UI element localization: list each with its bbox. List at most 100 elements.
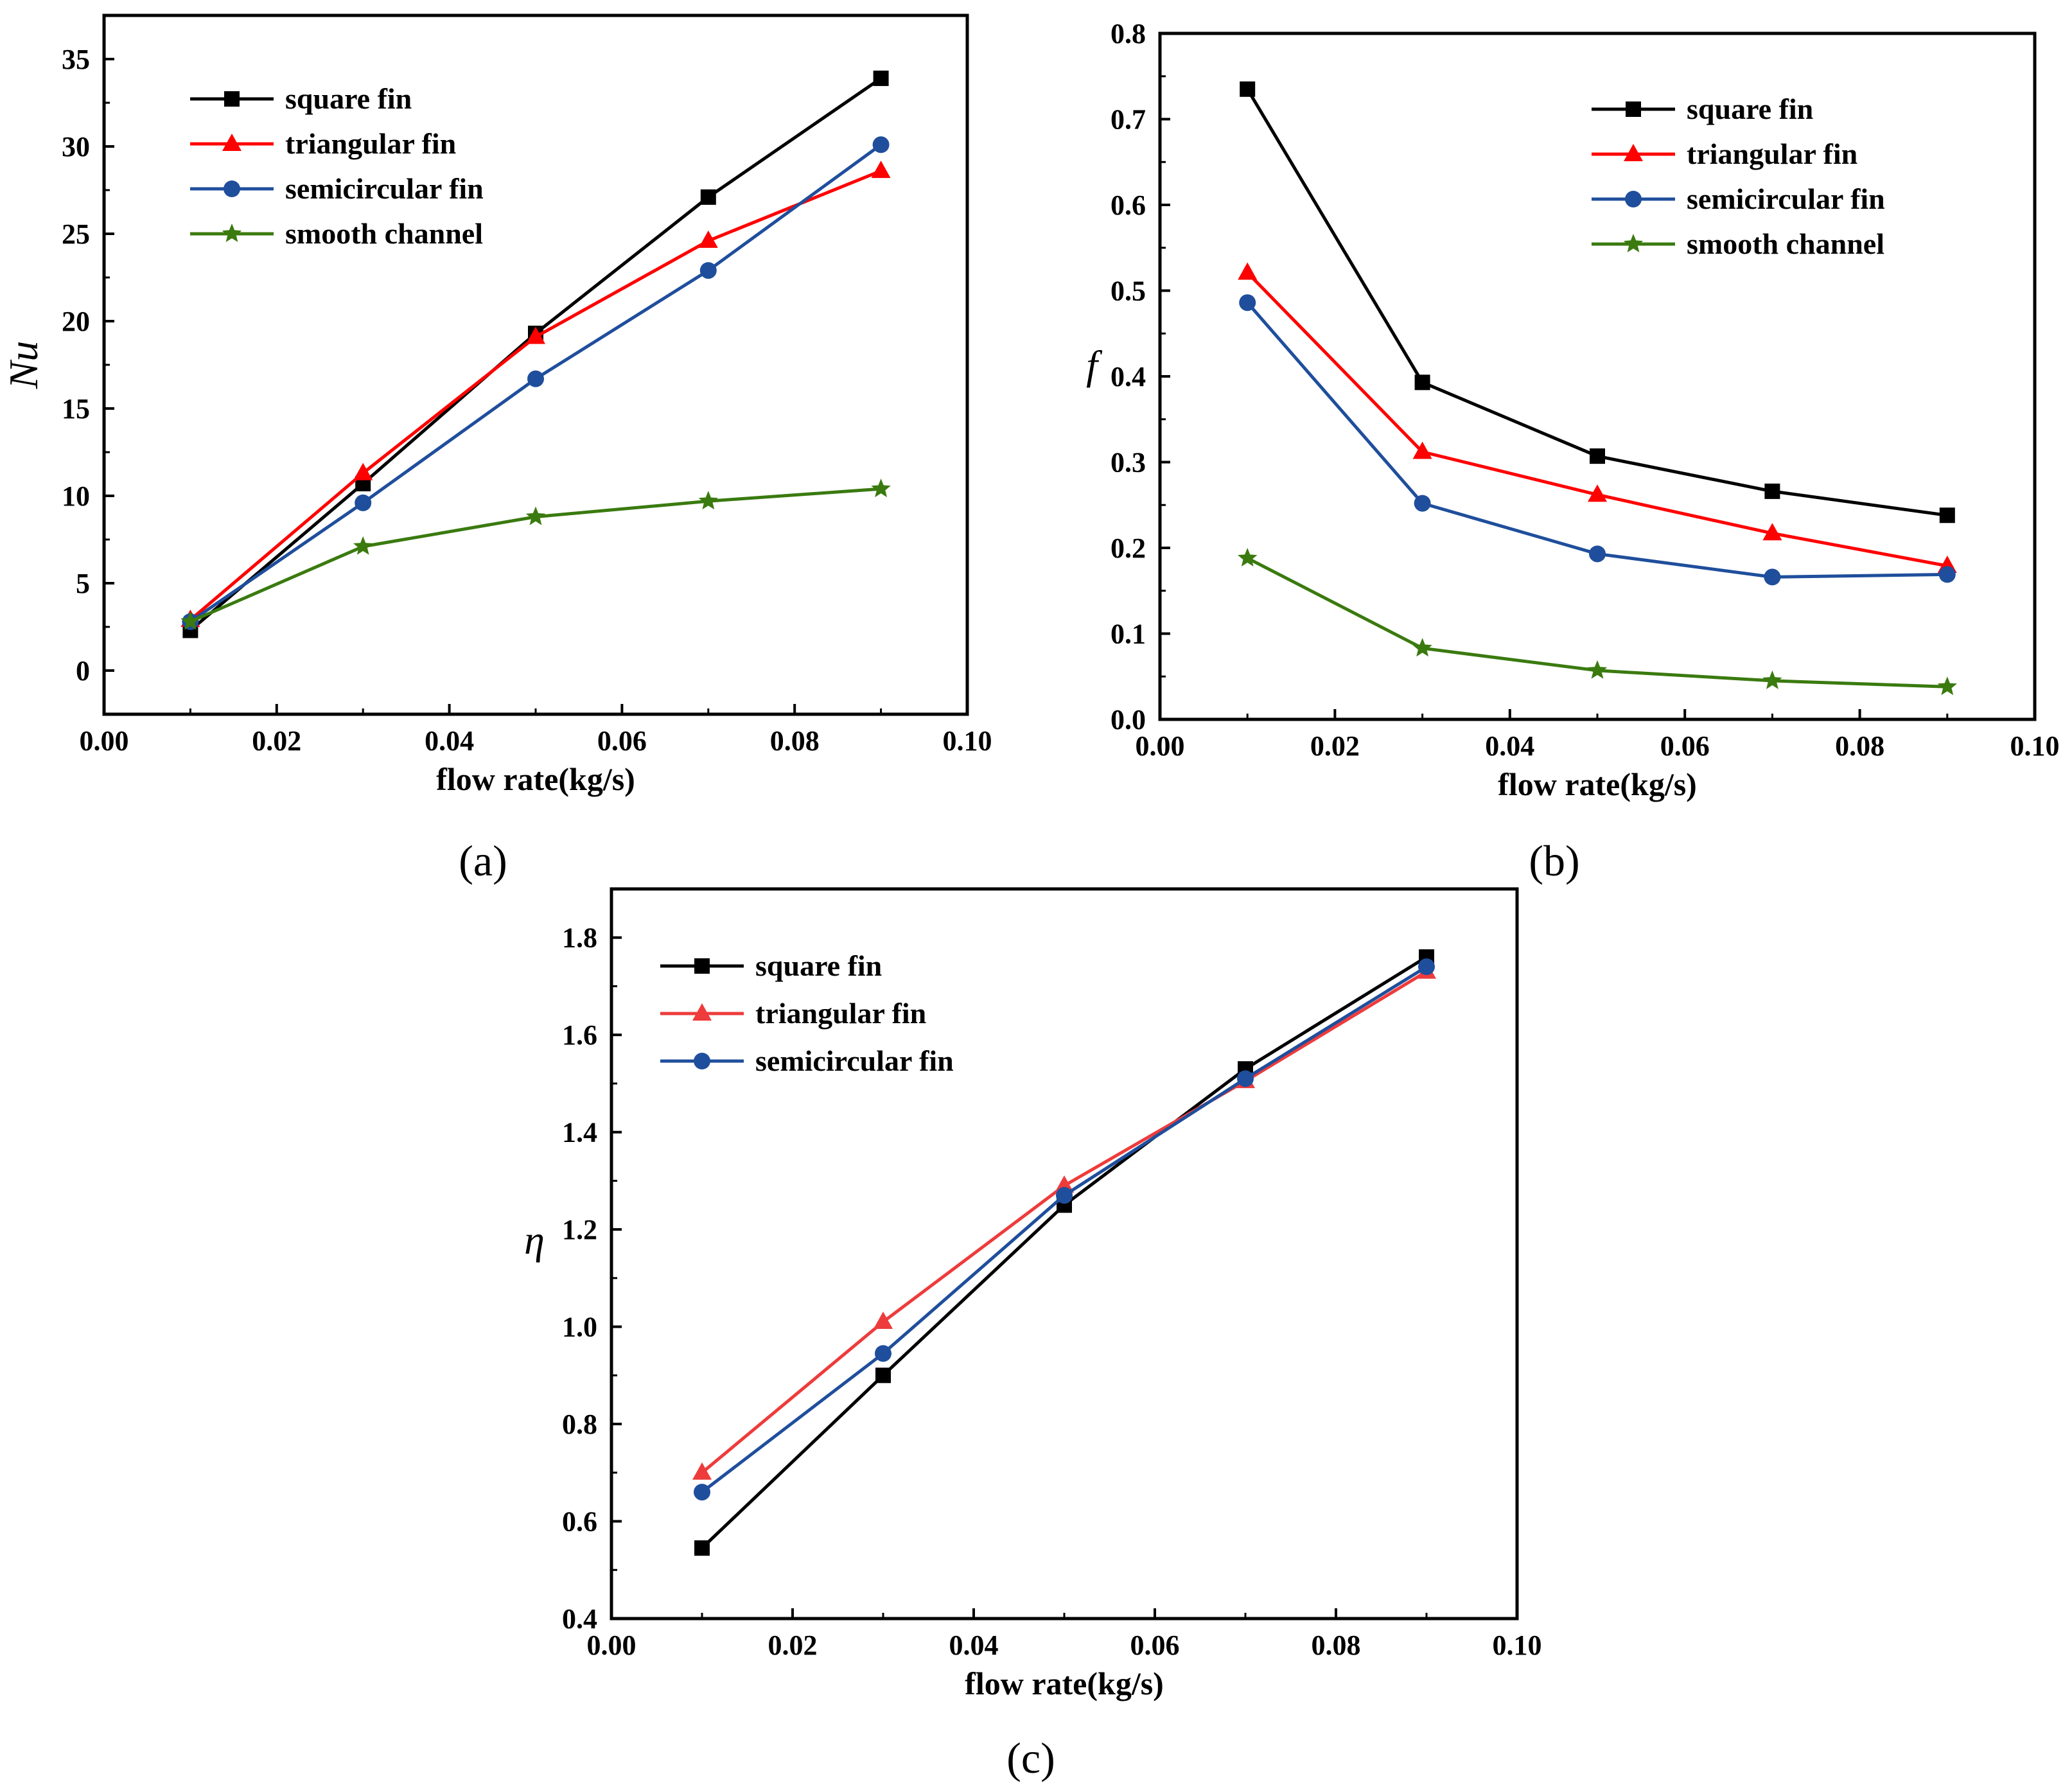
x-tick-label: 0.04: [949, 1629, 999, 1661]
legend-marker: [692, 1003, 712, 1021]
legend-marker: [1626, 101, 1641, 117]
y-tick-label: 5: [76, 568, 90, 599]
x-tick-label: 0.04: [425, 725, 474, 757]
panel-label: (c): [1006, 1734, 1055, 1782]
series-square-fin: [694, 949, 1434, 1556]
legend-item: triangular fin: [660, 997, 926, 1030]
data-point: [353, 462, 373, 480]
legend-label: semicircular fin: [285, 172, 484, 205]
legend-item: smooth channel: [1592, 227, 1884, 260]
x-tick-label: 0.00: [1136, 730, 1185, 762]
x-axis-title: flow rate(kg/s): [965, 1665, 1164, 1701]
x-tick-label: 0.10: [2010, 730, 2060, 762]
data-point: [700, 189, 716, 205]
plot-frame: [1158, 31, 2037, 721]
data-point: [1939, 507, 1955, 523]
data-point: [1240, 81, 1256, 97]
y-tick-label: 1.2: [562, 1214, 597, 1245]
y-tick-label: 0.5: [1111, 276, 1146, 307]
series-semicircular-fin: [1239, 294, 1956, 586]
legend-marker: [224, 91, 240, 107]
panel-label: (a): [459, 836, 507, 885]
legend-item: semicircular fin: [660, 1044, 954, 1077]
y-tick-label: 0.2: [1111, 532, 1146, 564]
legend-marker: [222, 134, 241, 151]
data-point: [1238, 262, 1258, 280]
data-point: [1762, 523, 1782, 541]
y-tick-label: 0.4: [562, 1603, 597, 1635]
data-point: [1414, 495, 1431, 512]
x-tick-label: 0.00: [587, 1629, 637, 1661]
x-tick-label: 0.10: [943, 725, 992, 757]
series-line: [189, 76, 882, 632]
y-axis-title: Nu: [1, 341, 46, 390]
legend-item: square fin: [1592, 92, 1813, 125]
x-tick-label: 0.02: [768, 1629, 818, 1661]
legend-marker: [1625, 191, 1642, 207]
y-tick-label: 0.0: [1111, 704, 1146, 735]
series-smooth-channel: [180, 479, 891, 630]
x-axis: 0.00 0.02 0.04 0.06 0.08 0.10 flow rate(kg/s): [587, 1608, 1542, 1701]
data-point: [1937, 676, 1957, 696]
x-tick-label: 0.06: [597, 725, 647, 757]
y-tick-label: 1.0: [562, 1312, 597, 1343]
y-tick-label: 35: [62, 44, 90, 75]
data-point: [1764, 568, 1781, 586]
legend-label: square fin: [285, 82, 412, 115]
y-tick-label: 0.1: [1111, 619, 1146, 650]
legend-label: triangular fin: [1687, 137, 1857, 170]
data-point: [1414, 374, 1430, 391]
series-square-fin: [1240, 81, 1955, 523]
y-tick-label: 0.6: [562, 1506, 597, 1538]
legend-marker: [222, 224, 242, 242]
data-point: [873, 70, 889, 86]
data-point: [1589, 545, 1606, 563]
legend-label: smooth channel: [285, 217, 483, 250]
y-tick-label: 15: [62, 393, 90, 425]
data-point: [1418, 958, 1435, 976]
x-axis: 0.00 0.02 0.04 0.06 0.08 0.10 flow rate(kg/s): [1136, 709, 2060, 802]
y-tick-label: 10: [62, 480, 90, 512]
data-point: [871, 161, 891, 179]
data-point: [699, 262, 717, 279]
x-tick-label: 0.02: [252, 725, 301, 757]
legend-item: square fin: [190, 82, 412, 115]
x-tick-label: 0.06: [1660, 730, 1710, 762]
data-point: [525, 506, 546, 525]
y-tick-label: 1.4: [562, 1117, 597, 1148]
data-point: [694, 1540, 710, 1556]
y-tick-label: 0.3: [1111, 447, 1146, 479]
data-point: [1055, 1175, 1074, 1193]
legend-item: triangular fin: [190, 127, 456, 160]
y-tick-label: 1.6: [562, 1019, 597, 1051]
x-tick-label: 0.00: [80, 725, 129, 757]
x-axis: 0.00 0.02 0.04 0.06 0.08 0.10 flow rate(kg/s): [80, 704, 992, 797]
legend-label: square fin: [755, 949, 882, 982]
data-point: [1237, 1070, 1254, 1087]
legend-marker: [224, 180, 240, 197]
y-tick-label: 0.8: [562, 1409, 597, 1440]
legend-marker: [694, 1053, 710, 1069]
data-point: [694, 1484, 710, 1501]
legend: square fin triangular fin semicircular fin…: [1592, 92, 1885, 260]
legend-label: triangular fin: [285, 127, 456, 160]
data-point: [698, 491, 718, 510]
y-tick-label: 0.8: [1111, 18, 1146, 49]
legend-item: smooth channel: [190, 217, 483, 250]
legend: square fin triangular fin semicircular fin: [660, 949, 954, 1077]
x-tick-label: 0.04: [1485, 730, 1534, 762]
data-point: [875, 1367, 891, 1384]
data-point: [1587, 660, 1608, 679]
y-tick-label: 1.8: [562, 922, 597, 954]
data-point: [1588, 484, 1607, 502]
series-smooth-channel: [1238, 548, 1957, 696]
legend-label: square fin: [1687, 92, 1813, 125]
data-point: [872, 136, 890, 154]
x-tick-label: 0.08: [770, 725, 820, 757]
legend-label: triangular fin: [755, 997, 926, 1030]
legend-item: square fin: [660, 949, 882, 982]
